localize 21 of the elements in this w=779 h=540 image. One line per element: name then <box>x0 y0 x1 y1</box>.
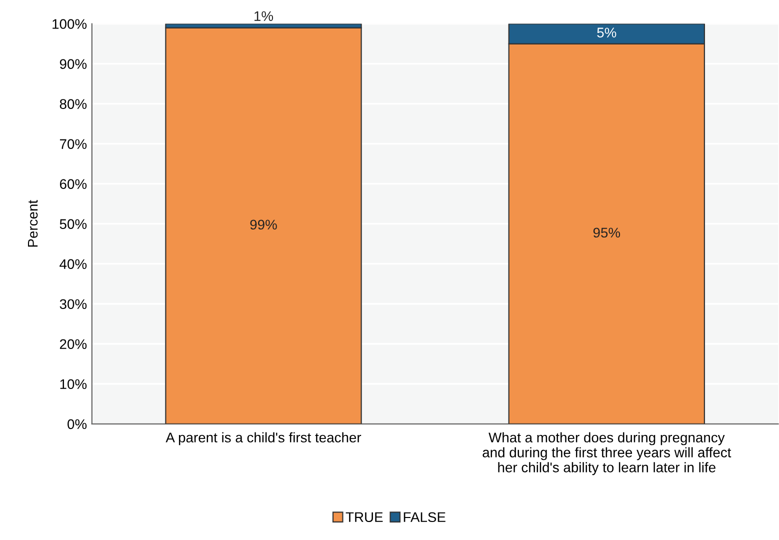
x-tick-label: What a mother does during pregnancy and during the first three years will affect her child's ability to learn later in life <box>482 432 732 476</box>
y-tick-label: 40% <box>60 259 87 270</box>
y-tick-label: 80% <box>60 99 87 109</box>
y-tick-label: 0% <box>68 419 87 430</box>
data-label: 99% <box>250 220 277 230</box>
y-tick-label: 100% <box>52 19 87 29</box>
data-label: 1% <box>254 11 274 21</box>
y-tick-label: 50% <box>60 219 87 229</box>
y-tick-label: 20% <box>60 339 87 350</box>
y-tick-label: 10% <box>60 379 87 390</box>
x-tick-label: A parent is a child's first teacher <box>166 432 362 446</box>
bar <box>165 27 362 424</box>
y-tick-label: 70% <box>60 139 87 149</box>
legend-label: FALSE <box>404 512 446 522</box>
y-tick-label: 90% <box>60 59 87 69</box>
data-label: 95% <box>593 228 620 238</box>
y-tick-label: 60% <box>60 179 87 189</box>
y-tick-label: 30% <box>60 299 87 310</box>
legend-label: TRUE <box>346 512 383 522</box>
y-axis-title: Percent <box>28 200 38 247</box>
data-label: 5% <box>597 28 616 38</box>
